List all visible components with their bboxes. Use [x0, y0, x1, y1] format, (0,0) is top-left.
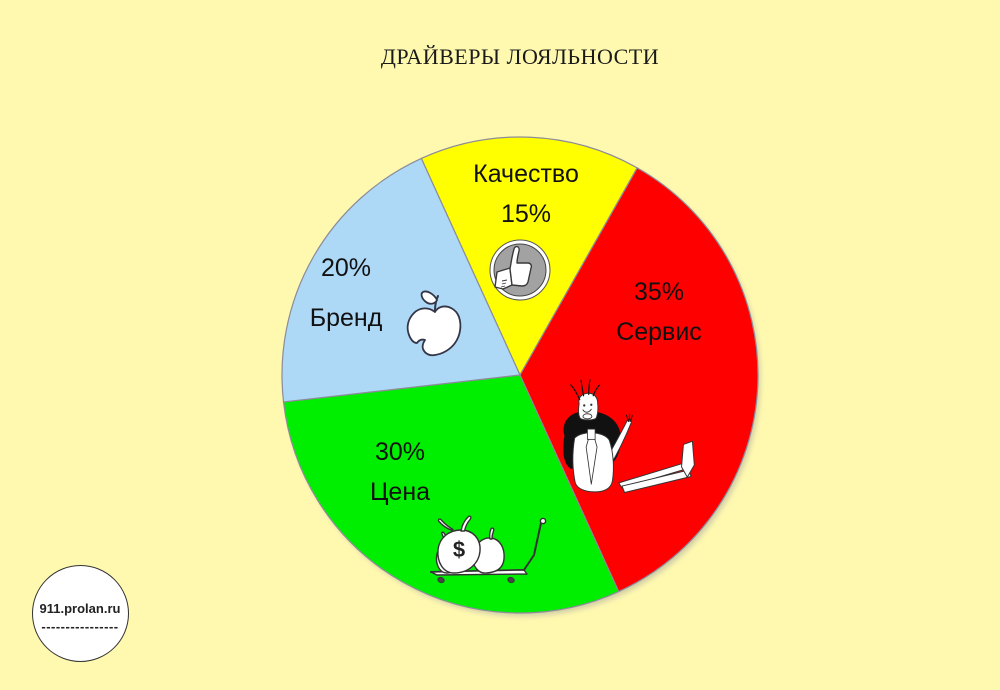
svg-text:Бренд: Бренд [310, 304, 383, 332]
svg-text:15%: 15% [501, 200, 551, 228]
svg-text:20%: 20% [321, 254, 371, 282]
svg-text:Сервис: Сервис [616, 318, 702, 346]
svg-text:Качество: Качество [473, 160, 579, 188]
svg-text:30%: 30% [375, 438, 425, 466]
svg-text:Цена: Цена [370, 478, 430, 506]
svg-text:$: $ [453, 537, 465, 562]
svg-text:35%: 35% [634, 278, 684, 306]
